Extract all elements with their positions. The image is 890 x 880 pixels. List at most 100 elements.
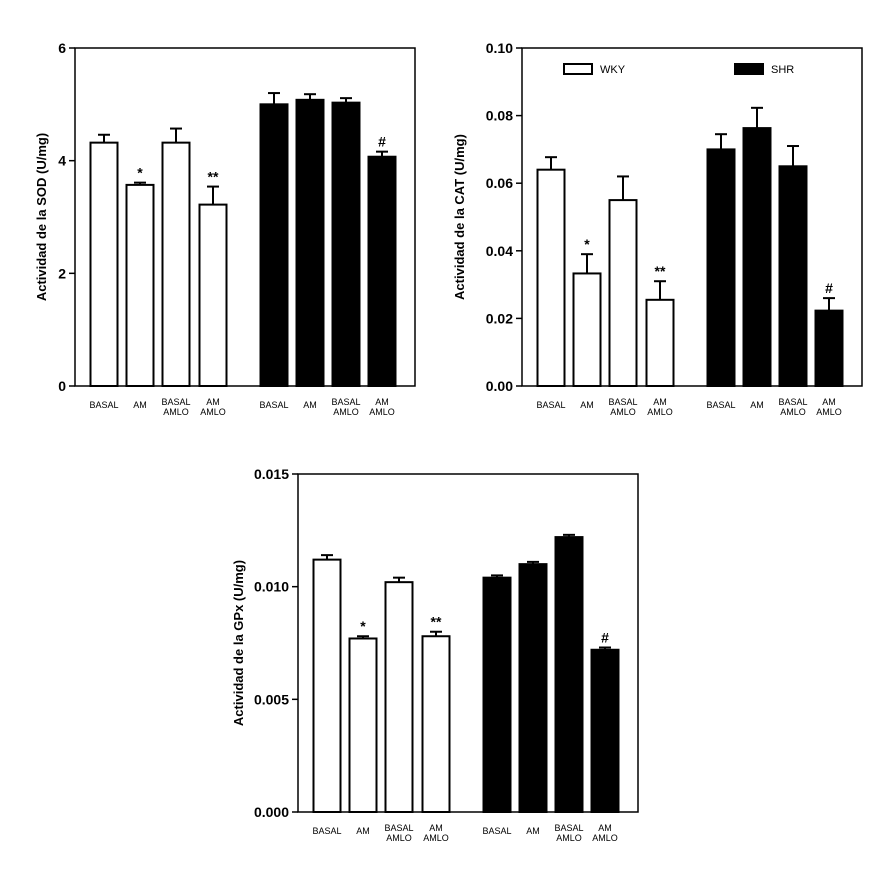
category-label-line: AMLO bbox=[610, 407, 636, 417]
category-label-line: AMLO bbox=[163, 407, 189, 417]
category-label-line: BASAL bbox=[778, 397, 807, 407]
category-label-line: AM bbox=[303, 400, 317, 410]
y-tick-label: 0.010 bbox=[254, 579, 289, 595]
y-tick-label: 0.015 bbox=[254, 466, 289, 482]
bar-wky bbox=[384, 581, 414, 813]
category-label: AM AMLO bbox=[592, 823, 618, 843]
category-label: BASAL bbox=[259, 400, 288, 410]
category-label-line: AM bbox=[375, 397, 389, 407]
category-label-line: BASAL bbox=[89, 400, 118, 410]
category-label-line: AMLO bbox=[200, 407, 226, 417]
y-tick-label: 4 bbox=[58, 153, 66, 169]
y-tick-label: 0.10 bbox=[486, 40, 513, 56]
bar-wky bbox=[198, 203, 228, 387]
bar-wky bbox=[89, 141, 119, 387]
category-label-line: AM bbox=[822, 397, 836, 407]
category-label-line: BASAL bbox=[161, 397, 190, 407]
y-axis-label: Actividad de la CAT (U/mg) bbox=[452, 134, 467, 300]
bar-wky bbox=[125, 183, 155, 387]
category-label: AM AMLO bbox=[816, 397, 842, 417]
category-label-line: AMLO bbox=[647, 407, 673, 417]
y-tick-label: 0.000 bbox=[254, 804, 289, 820]
category-label: AM AMLO bbox=[200, 397, 226, 417]
category-label: AM bbox=[580, 400, 594, 410]
bar-shr bbox=[778, 165, 808, 387]
category-label-line: AMLO bbox=[386, 833, 412, 843]
category-label-line: BASAL bbox=[482, 826, 511, 836]
significance-mark: * bbox=[584, 236, 590, 252]
category-label-line: AMLO bbox=[423, 833, 449, 843]
category-label-line: AMLO bbox=[592, 833, 618, 843]
y-tick-label: 6 bbox=[58, 40, 66, 56]
bar-shr bbox=[554, 536, 584, 813]
bar-shr bbox=[367, 155, 397, 387]
category-label-line: AMLO bbox=[556, 833, 582, 843]
category-label-line: AM bbox=[580, 400, 594, 410]
legend-swatch-wky bbox=[563, 63, 593, 75]
category-label-line: AM bbox=[356, 826, 370, 836]
category-label-line: AM bbox=[526, 826, 540, 836]
category-label: BASAL bbox=[482, 826, 511, 836]
category-label-line: AMLO bbox=[369, 407, 395, 417]
y-tick-label: 0 bbox=[58, 378, 66, 394]
plot-frame bbox=[74, 47, 416, 387]
category-label-line: AM bbox=[429, 823, 443, 833]
category-label: BASAL bbox=[536, 400, 565, 410]
category-label-line: BASAL bbox=[536, 400, 565, 410]
y-tick-label: 0.00 bbox=[486, 378, 513, 394]
category-label: BASAL bbox=[706, 400, 735, 410]
category-label: AM AMLO bbox=[423, 823, 449, 843]
plot-frame bbox=[521, 47, 863, 387]
y-axis-label: Actividad de la SOD (U/mg) bbox=[34, 133, 49, 301]
category-label: BASAL AMLO bbox=[608, 397, 637, 417]
y-tick-label: 0.06 bbox=[486, 175, 513, 191]
y-tick-label: 0.005 bbox=[254, 691, 289, 707]
significance-mark: # bbox=[601, 630, 609, 646]
category-label: AM AMLO bbox=[647, 397, 673, 417]
chart-sod: 0 2 4 6 Actividad de la SOD (U/mg) BASAL * AM BA… bbox=[34, 40, 416, 417]
bar-shr bbox=[742, 127, 772, 388]
legend-swatch-shr bbox=[734, 63, 764, 75]
bar-shr bbox=[482, 576, 512, 813]
category-label: AM bbox=[526, 826, 540, 836]
significance-mark: ** bbox=[431, 614, 442, 630]
category-label-line: BASAL bbox=[259, 400, 288, 410]
category-label: BASAL AMLO bbox=[778, 397, 807, 417]
bar-shr bbox=[814, 309, 844, 388]
category-label-line: BASAL bbox=[554, 823, 583, 833]
category-label: BASAL AMLO bbox=[161, 397, 190, 417]
significance-mark: * bbox=[360, 618, 366, 634]
y-tick-label: 0.08 bbox=[486, 108, 513, 124]
y-tick-label: 0.04 bbox=[486, 243, 513, 259]
category-label-line: AM bbox=[206, 397, 220, 407]
category-label: AM bbox=[303, 400, 317, 410]
y-tick-label: 2 bbox=[58, 265, 66, 281]
y-tick-label: 0.02 bbox=[486, 310, 513, 326]
category-label: AM bbox=[356, 826, 370, 836]
significance-mark: # bbox=[378, 134, 386, 150]
category-label: AM bbox=[750, 400, 764, 410]
category-label: BASAL bbox=[312, 826, 341, 836]
bar-shr bbox=[295, 98, 325, 388]
plot-frame bbox=[297, 473, 639, 813]
bar-shr bbox=[706, 148, 736, 387]
category-label-line: AMLO bbox=[816, 407, 842, 417]
bar-wky bbox=[421, 635, 451, 813]
category-label-line: BASAL bbox=[312, 826, 341, 836]
chart-cat: 0.00 0.02 0.04 0.06 0.08 0.10 Actividad de la … bbox=[452, 40, 863, 417]
category-label-line: BASAL bbox=[608, 397, 637, 407]
bar-shr bbox=[590, 648, 620, 814]
bar-wky bbox=[608, 199, 638, 387]
bar-wky bbox=[645, 298, 675, 387]
y-axis-label: Actividad de la GPx (U/mg) bbox=[231, 560, 246, 726]
significance-mark: * bbox=[137, 165, 143, 181]
category-label-line: AM bbox=[750, 400, 764, 410]
significance-mark: ** bbox=[208, 169, 219, 185]
category-label: BASAL bbox=[89, 400, 118, 410]
category-label: AM AMLO bbox=[369, 397, 395, 417]
legend-label: WKY bbox=[600, 64, 626, 76]
significance-mark: ** bbox=[655, 263, 666, 279]
category-label: BASAL AMLO bbox=[331, 397, 360, 417]
bar-wky bbox=[312, 558, 342, 813]
